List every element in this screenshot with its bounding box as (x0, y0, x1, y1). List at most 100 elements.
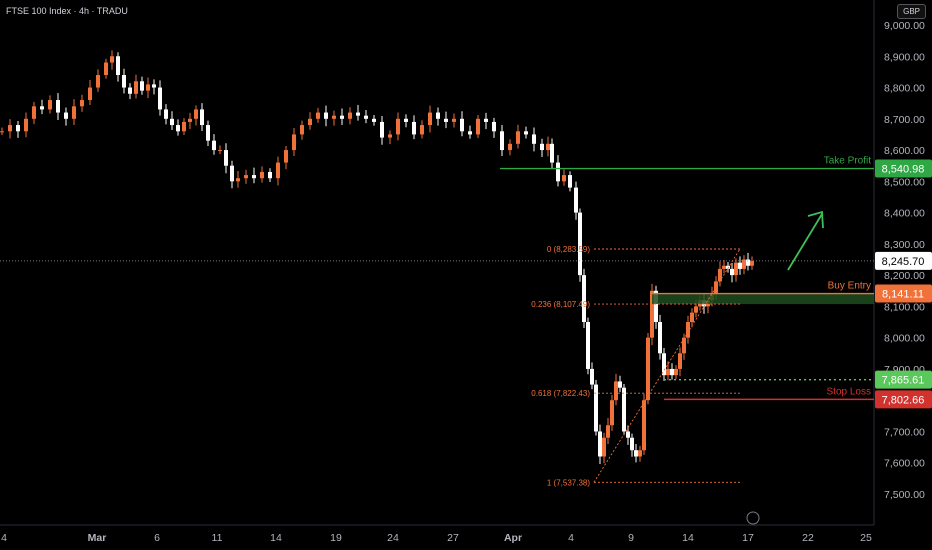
y-tick-label: 8,100.00 (884, 301, 925, 313)
x-tick-label: 9 (628, 532, 634, 544)
candle-body (48, 100, 52, 110)
candle-body (32, 106, 36, 119)
projection-arrow-shaft (787, 213, 823, 271)
candle-body (682, 337, 686, 354)
candle-body (666, 368, 670, 376)
candle-body (140, 81, 144, 91)
level-price-tag (875, 370, 932, 389)
candle-body (134, 81, 138, 94)
y-tick-label: 8,600.00 (884, 145, 925, 157)
candle-body (654, 290, 658, 323)
candle-body (218, 150, 222, 152)
candle-body (128, 87, 132, 94)
candle-body (694, 306, 698, 313)
candle-body (626, 431, 630, 438)
x-tick-label: 14 (270, 532, 282, 544)
fib-label: 1 (7,537.38) (547, 478, 590, 487)
candle-body (568, 175, 572, 188)
candle-body (618, 381, 622, 388)
candle-body (556, 162, 560, 182)
y-tick-label: 8,000.00 (884, 333, 925, 345)
candle-body (582, 275, 586, 323)
candle-body (104, 62, 108, 76)
candle-body (188, 118, 192, 122)
candle-body (540, 143, 544, 151)
chart-title: FTSE 100 Index · 4h · TRADU (6, 6, 128, 16)
candle-body (516, 131, 520, 144)
candle-body (630, 437, 634, 451)
x-tick-label: 6 (154, 532, 160, 544)
candle-body (500, 131, 504, 151)
level-label: Stop Loss (827, 386, 871, 397)
candle-body (380, 121, 384, 138)
candle-body (730, 268, 734, 276)
candle-body (300, 125, 304, 135)
candle-body (622, 387, 626, 432)
buy-zone (652, 293, 874, 305)
y-tick-label: 8,500.00 (884, 176, 925, 188)
last-price-label: 8,245.70 (882, 256, 925, 268)
level-price-label: 7,802.66 (882, 394, 925, 406)
candle-body (574, 187, 578, 213)
candle-body (634, 450, 638, 457)
candle-body (80, 100, 84, 107)
candle-body (110, 56, 114, 63)
level-price-label: 7,865.61 (882, 375, 925, 387)
level-price-label: 8,540.98 (882, 164, 925, 176)
candle-body (460, 118, 464, 132)
candle-body (662, 353, 666, 376)
candle-body (224, 150, 228, 166)
candle-body (746, 259, 750, 266)
candle-body (468, 131, 472, 135)
candle-body (158, 87, 162, 110)
candle-body (24, 118, 28, 132)
x-tick-label: 11 (212, 532, 223, 544)
x-tick-label: 27 (447, 532, 459, 544)
y-tick-label: 8,700.00 (884, 114, 925, 126)
candle-body (578, 212, 582, 276)
y-tick-label: 7,600.00 (884, 458, 925, 470)
last-price-tag (875, 251, 932, 270)
candle-body (550, 143, 554, 163)
candle-body (176, 125, 180, 132)
fib-trendline (593, 248, 741, 483)
y-tick-label: 9,000.00 (884, 20, 925, 32)
candle-body (292, 134, 296, 151)
candle-body (610, 400, 614, 426)
candle-body (236, 178, 240, 182)
candle-body (690, 312, 694, 323)
level-price-label: 8,141.11 (882, 289, 924, 301)
candle-body (212, 140, 216, 151)
y-tick-label: 7,500.00 (884, 489, 925, 501)
x-tick-label: 24 (387, 532, 399, 544)
candle-body (562, 175, 566, 182)
candle-body (742, 259, 746, 269)
candle-body (734, 262, 738, 276)
candle-body (372, 118, 376, 122)
candle-body (72, 106, 76, 119)
candle-body (40, 106, 44, 110)
candle-body (348, 112, 352, 119)
candle-body (64, 112, 68, 119)
currency-badge[interactable]: GBP (897, 4, 926, 19)
candle-body (244, 175, 248, 179)
candle-body (646, 337, 650, 401)
y-tick-label: 8,800.00 (884, 83, 925, 95)
x-tick-label: Mar (88, 532, 107, 544)
level-label: Buy Entry (828, 281, 871, 292)
candle-body (388, 134, 392, 138)
y-tick-label: 8,300.00 (884, 239, 925, 251)
candle-body (316, 112, 320, 119)
candle-body (404, 118, 408, 122)
level-label: Take Profit (824, 156, 871, 167)
candle-body (722, 265, 726, 269)
candle-body (586, 322, 590, 369)
y-tick-label: 8,200.00 (884, 270, 925, 282)
candle-body (8, 125, 12, 132)
x-tick-label: Apr (504, 532, 522, 544)
candle-body (484, 118, 488, 122)
candle-body (492, 121, 496, 132)
candle-body (750, 261, 754, 266)
candle-body (738, 262, 742, 269)
